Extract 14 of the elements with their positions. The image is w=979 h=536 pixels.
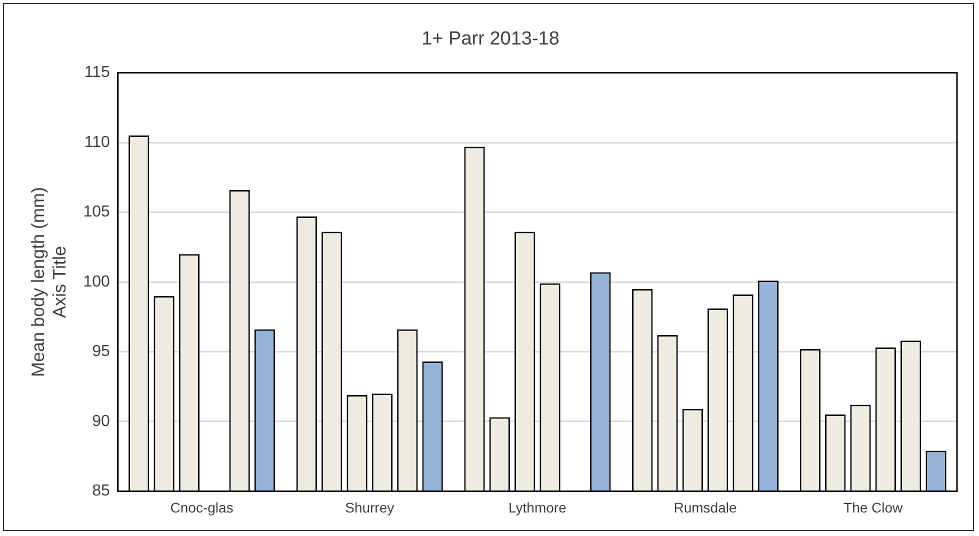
x-tick-label: Shurrey	[345, 499, 394, 516]
y-tick-label: 85	[92, 482, 110, 500]
y-tick-label: 105	[83, 204, 110, 221]
x-tick-label: Cnoc-glas	[170, 499, 234, 516]
y-tick-label: 90	[92, 412, 110, 430]
y-tick-label: 95	[92, 343, 110, 360]
y-axis-title: Mean body length (mm) Axis Title	[28, 186, 70, 378]
x-tick-label: The Clow	[844, 499, 904, 516]
y-tick-label: 100	[83, 273, 110, 290]
x-tick-label: Rumsdale	[674, 499, 737, 516]
y-tick-label: 110	[84, 134, 110, 151]
chart-title: 1+ Parr 2013-18	[422, 28, 560, 50]
x-tick-label: Lythmore	[508, 499, 567, 516]
y-tick-label: 115	[84, 64, 110, 82]
